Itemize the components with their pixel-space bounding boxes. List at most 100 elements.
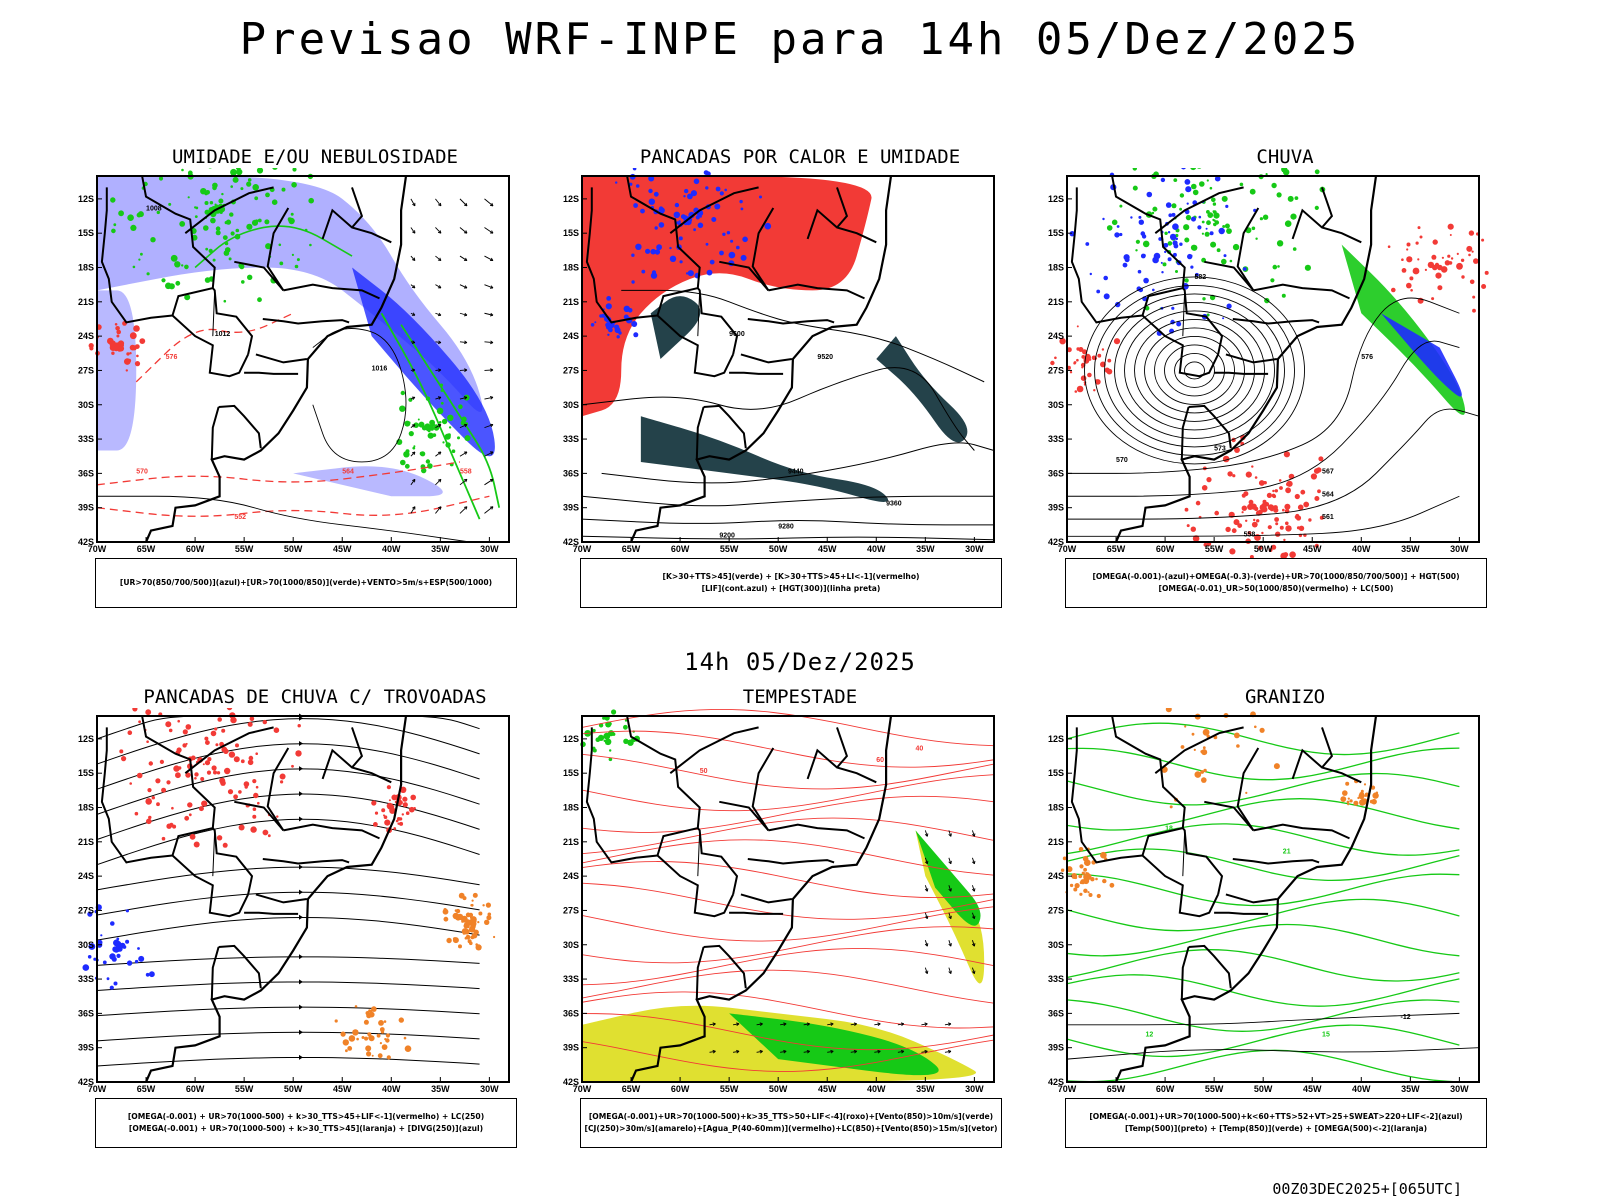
rain-cell <box>1256 519 1260 523</box>
lat-tick-label: 24S <box>563 331 579 341</box>
rain-cell <box>1461 275 1465 279</box>
thunderstorm-cell <box>240 759 245 764</box>
lifted-index-marker <box>678 220 681 223</box>
lat-tick-label: 33S <box>1048 434 1064 444</box>
lifted-index-marker <box>715 186 721 192</box>
humidity-low-cell <box>158 176 164 181</box>
wind-vector <box>944 1050 952 1053</box>
wind-vector <box>732 1050 740 1053</box>
wind-vector-head <box>489 395 494 400</box>
omega-500-marker <box>1193 748 1196 751</box>
legend-line: [K>30+TTS>45](verde) + [K>30+TTS>45+LI<-… <box>662 572 920 581</box>
shower-cell <box>472 892 478 898</box>
wind-vector-head <box>463 257 468 262</box>
omega-blue-marker <box>1218 227 1225 235</box>
wind-vector <box>971 885 975 892</box>
country-border <box>1188 404 1232 449</box>
country-border <box>212 827 254 895</box>
wind-vector-head <box>853 1049 858 1054</box>
thunderstorm-cell <box>238 824 245 831</box>
omega-green-marker <box>1283 169 1290 176</box>
lifted-index-marker <box>606 296 612 301</box>
lifted-index-marker <box>719 191 724 196</box>
contour-label: 21 <box>1283 848 1291 855</box>
thunderstorm-cell <box>252 807 257 811</box>
temp-500-contour <box>1067 1012 1460 1026</box>
humidity-low-cell <box>447 433 451 437</box>
lat-tick-label: 27S <box>78 365 94 375</box>
lat-tick-label: 15S <box>563 768 579 778</box>
lon-tick-label: 70W <box>1058 1084 1077 1094</box>
omega-blue-marker <box>1167 257 1172 262</box>
map-frame <box>96 175 510 543</box>
shower-cell <box>378 1020 384 1026</box>
rain-cell <box>1285 525 1292 532</box>
map-boundaries <box>585 715 893 1083</box>
thunderstorm-cell <box>386 822 389 825</box>
precipitable-water-contour <box>581 991 995 1029</box>
divergence-marker <box>113 981 118 986</box>
run-timestamp: 00Z03DEC2025+[065UTC] <box>1272 1180 1462 1198</box>
humidity-low-cell <box>111 228 116 234</box>
wind-vector <box>484 227 494 234</box>
omega-500-marker <box>1191 732 1195 736</box>
shower-cell <box>460 915 468 923</box>
rain-cell <box>1441 256 1444 259</box>
omega-blue-marker <box>1172 223 1179 230</box>
wind-vector <box>459 227 468 234</box>
wind-vector <box>948 857 952 864</box>
map-pancadas-calor: 96009520944093609280920012S15S18S21S24S2… <box>563 168 995 554</box>
humidity-low-cell <box>246 181 252 187</box>
lon-tick-label: 60W <box>186 1084 205 1094</box>
thunderstorm-cell <box>210 730 217 737</box>
geopotential-contour <box>1114 301 1275 439</box>
rain-cell <box>1241 505 1247 511</box>
thunderstorm-cell <box>127 730 133 735</box>
humidity-low-cell <box>265 192 270 198</box>
rain-cell <box>1225 526 1231 533</box>
wind-vector <box>874 1050 881 1053</box>
rain-cell <box>1078 347 1084 352</box>
wind-vector-head <box>830 1049 834 1054</box>
legend-line: [CJ(250)>30m/s](amarelo)+[Agua_P(40-60mm… <box>584 1124 998 1133</box>
omega-green-marker <box>1226 228 1232 234</box>
wind-vector-head <box>464 368 468 372</box>
thunderstorm-cell <box>146 818 152 825</box>
thunderstorm-cell <box>279 773 286 780</box>
omega-green-marker <box>1206 179 1209 182</box>
rain-cell <box>1249 555 1254 558</box>
humidity-low-cell <box>175 280 181 286</box>
lon-tick-label: 50W <box>284 544 303 554</box>
wind-850-marker <box>627 740 630 743</box>
lat-tick-label: 18S <box>563 263 579 273</box>
omega-500-marker <box>1090 877 1095 882</box>
omega-500-marker <box>1180 745 1185 749</box>
lat-tick-label: 18S <box>1048 263 1064 273</box>
lifted-index-marker <box>653 191 659 197</box>
country-border <box>585 187 658 324</box>
lat-tick-label: 21S <box>78 837 94 847</box>
divergence-marker <box>110 921 115 926</box>
lon-tick-label: 55W <box>235 1084 254 1094</box>
humidity-low-cell <box>400 390 405 396</box>
wind-vector-head <box>948 888 952 892</box>
omega-500-marker <box>1357 796 1360 800</box>
country-border <box>1232 858 1320 865</box>
panel-granizo: GRANIZO -12 12 15 18 21 12S 15S 18S 21S 24S 27S 30S… <box>1045 686 1545 1156</box>
omega-blue-marker <box>1214 175 1221 182</box>
omega-blue-marker <box>1138 215 1142 219</box>
lat-tick-label: 12S <box>1048 734 1064 744</box>
coastline <box>1114 175 1378 543</box>
wind-vector <box>921 1050 928 1053</box>
humidity-low-cell <box>194 206 197 209</box>
rain-cell <box>1076 325 1079 328</box>
thickness-marker <box>129 332 137 340</box>
contour-label: -12 <box>1401 1014 1411 1021</box>
thunderstorm-cell <box>221 728 226 733</box>
contour-label: 9520 <box>817 354 833 361</box>
lat-tick-label: 30S <box>563 400 579 410</box>
omega-blue-marker <box>1163 243 1169 248</box>
omega-green-marker <box>1232 243 1240 251</box>
